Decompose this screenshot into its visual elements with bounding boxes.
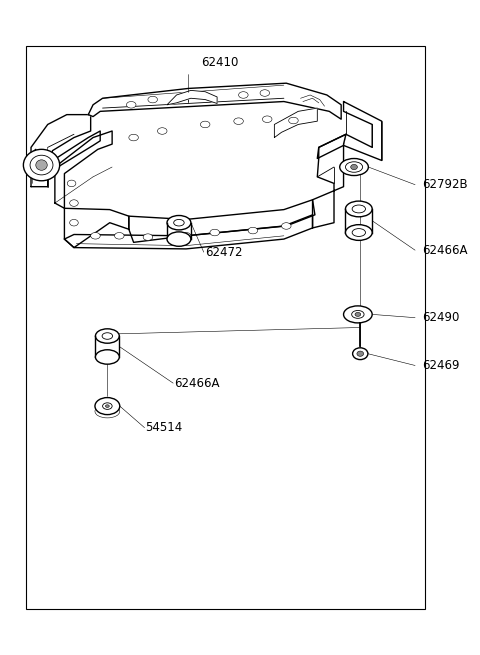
Ellipse shape <box>30 155 53 175</box>
Ellipse shape <box>115 233 124 239</box>
Ellipse shape <box>355 312 361 316</box>
Polygon shape <box>275 108 317 138</box>
Text: 62466A: 62466A <box>174 377 220 390</box>
Ellipse shape <box>167 215 191 230</box>
Ellipse shape <box>248 227 258 234</box>
Ellipse shape <box>67 180 76 187</box>
Text: 62469: 62469 <box>422 359 460 372</box>
Ellipse shape <box>352 229 365 236</box>
Ellipse shape <box>143 234 153 240</box>
Ellipse shape <box>157 128 167 134</box>
Ellipse shape <box>340 159 368 176</box>
Ellipse shape <box>96 350 120 364</box>
Polygon shape <box>88 83 341 119</box>
Ellipse shape <box>24 149 60 181</box>
Ellipse shape <box>95 398 120 415</box>
Polygon shape <box>167 90 217 105</box>
Polygon shape <box>48 131 100 174</box>
Ellipse shape <box>181 233 191 239</box>
Text: 62410: 62410 <box>201 56 238 69</box>
Polygon shape <box>129 200 315 242</box>
Bar <box>26 46 425 609</box>
Polygon shape <box>55 131 112 208</box>
Ellipse shape <box>288 117 298 124</box>
Ellipse shape <box>126 102 136 108</box>
Ellipse shape <box>346 201 372 217</box>
Ellipse shape <box>282 223 291 229</box>
Polygon shape <box>31 115 91 187</box>
Ellipse shape <box>96 329 120 343</box>
Text: 62466A: 62466A <box>422 244 468 257</box>
Ellipse shape <box>239 92 248 98</box>
Polygon shape <box>312 134 346 228</box>
Text: 62792B: 62792B <box>422 178 468 191</box>
Ellipse shape <box>201 121 210 128</box>
Ellipse shape <box>102 333 113 339</box>
Ellipse shape <box>260 90 270 96</box>
Ellipse shape <box>95 405 120 418</box>
Ellipse shape <box>148 96 157 103</box>
Ellipse shape <box>129 134 138 141</box>
Ellipse shape <box>346 225 372 240</box>
Ellipse shape <box>106 405 109 407</box>
Ellipse shape <box>352 310 364 318</box>
Text: 62490: 62490 <box>422 311 460 324</box>
Ellipse shape <box>351 164 358 170</box>
Ellipse shape <box>263 116 272 122</box>
Polygon shape <box>64 215 312 249</box>
Ellipse shape <box>352 205 365 213</box>
Ellipse shape <box>234 118 243 124</box>
Ellipse shape <box>357 351 363 356</box>
Polygon shape <box>64 208 129 248</box>
Text: 62472: 62472 <box>205 246 243 259</box>
Ellipse shape <box>36 160 47 170</box>
Ellipse shape <box>344 306 372 323</box>
Ellipse shape <box>174 219 184 226</box>
Ellipse shape <box>103 403 112 409</box>
Text: 54514: 54514 <box>145 421 183 434</box>
Ellipse shape <box>91 233 100 239</box>
Ellipse shape <box>167 232 191 246</box>
Ellipse shape <box>353 348 368 360</box>
Ellipse shape <box>210 229 219 236</box>
Polygon shape <box>31 82 382 269</box>
Ellipse shape <box>346 162 362 172</box>
Ellipse shape <box>70 200 78 206</box>
Ellipse shape <box>70 219 78 226</box>
Polygon shape <box>317 102 382 160</box>
